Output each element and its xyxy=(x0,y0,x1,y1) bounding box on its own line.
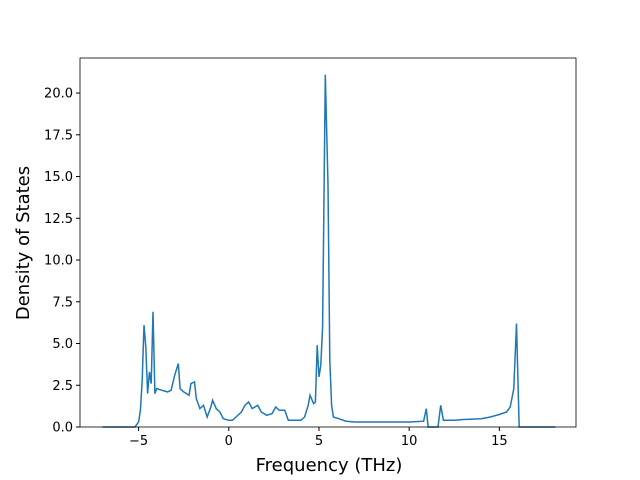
y-tick-label: 5.0 xyxy=(52,337,73,352)
y-tick-label: 12.5 xyxy=(44,212,73,227)
y-tick-label: 2.5 xyxy=(52,379,73,394)
line xyxy=(102,74,556,428)
y-tick-label: 17.5 xyxy=(44,128,73,143)
y-tick-label: 15.0 xyxy=(44,170,73,185)
y-tick-label: 7.5 xyxy=(52,295,73,310)
y-tick-label: 20.0 xyxy=(44,87,73,102)
axes-frame xyxy=(79,57,577,428)
x-tick-label: 0 xyxy=(225,434,233,449)
y-axis-label: Density of States xyxy=(13,166,34,320)
y-tick-label: 0.0 xyxy=(52,421,73,436)
x-tick-label: 15 xyxy=(491,434,508,449)
x-axis-label: Frequency (THz) xyxy=(256,455,403,476)
x-tick-label: 10 xyxy=(401,434,418,449)
x-tick-label: 5 xyxy=(315,434,323,449)
x-tick-label: −5 xyxy=(129,434,148,449)
y-tick-label: 10.0 xyxy=(44,254,73,269)
